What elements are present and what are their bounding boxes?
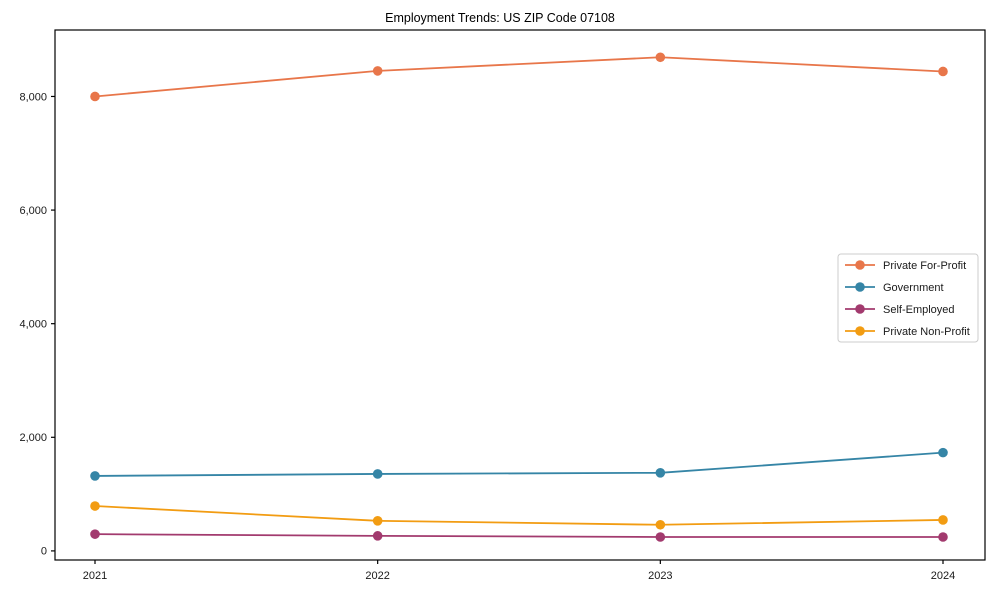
- legend: Private For-Profit Government Self-Employe…: [837, 253, 979, 343]
- y-tick-label: 8,000: [19, 91, 47, 103]
- y-tick-label: 0: [41, 546, 47, 558]
- data-point: [938, 515, 948, 525]
- data-point: [655, 532, 666, 542]
- data-point: [938, 447, 948, 458]
- y-tick-label: 6,000: [19, 205, 47, 217]
- legend-label: Private For-Profit: [883, 260, 966, 272]
- data-point: [372, 469, 383, 479]
- data-point: [372, 516, 383, 526]
- data-point: [938, 66, 948, 77]
- legend-box: [837, 253, 979, 343]
- data-point: [90, 91, 100, 102]
- data-point: [90, 501, 100, 511]
- x-tick-label: 2022: [365, 570, 389, 582]
- series-line: [94, 56, 944, 98]
- x-tick-label: 2024: [931, 570, 955, 582]
- y-axis: 0 2,000 4,000 6,000 8,000: [19, 91, 55, 558]
- data-point: [90, 471, 100, 481]
- plot-area: [54, 29, 986, 561]
- data-point: [938, 532, 948, 542]
- data-point: [372, 66, 383, 76]
- legend-marker-icon: [855, 282, 865, 292]
- legend-label: Government: [883, 282, 944, 294]
- legend-marker-icon: [855, 326, 865, 336]
- data-point: [655, 52, 666, 63]
- chart-title: Employment Trends: US ZIP Code 07108: [385, 11, 615, 25]
- x-axis: 2021 2022 2023 2024: [83, 560, 955, 582]
- legend-label: Self-Employed: [883, 304, 955, 316]
- legend-label: Private Non-Profit: [883, 326, 970, 338]
- legend-marker-icon: [855, 304, 865, 314]
- data-point: [655, 468, 666, 478]
- series-line: [94, 451, 944, 477]
- y-tick-label: 2,000: [19, 432, 47, 444]
- data-point: [90, 529, 100, 539]
- x-tick-label: 2021: [83, 570, 107, 582]
- series-group: [90, 52, 948, 542]
- series-line: [94, 505, 944, 526]
- x-tick-label: 2023: [648, 570, 672, 582]
- data-point: [372, 531, 383, 541]
- y-tick-label: 4,000: [19, 318, 47, 330]
- series-line: [94, 533, 944, 538]
- legend-marker-icon: [855, 260, 865, 270]
- data-point: [655, 519, 666, 530]
